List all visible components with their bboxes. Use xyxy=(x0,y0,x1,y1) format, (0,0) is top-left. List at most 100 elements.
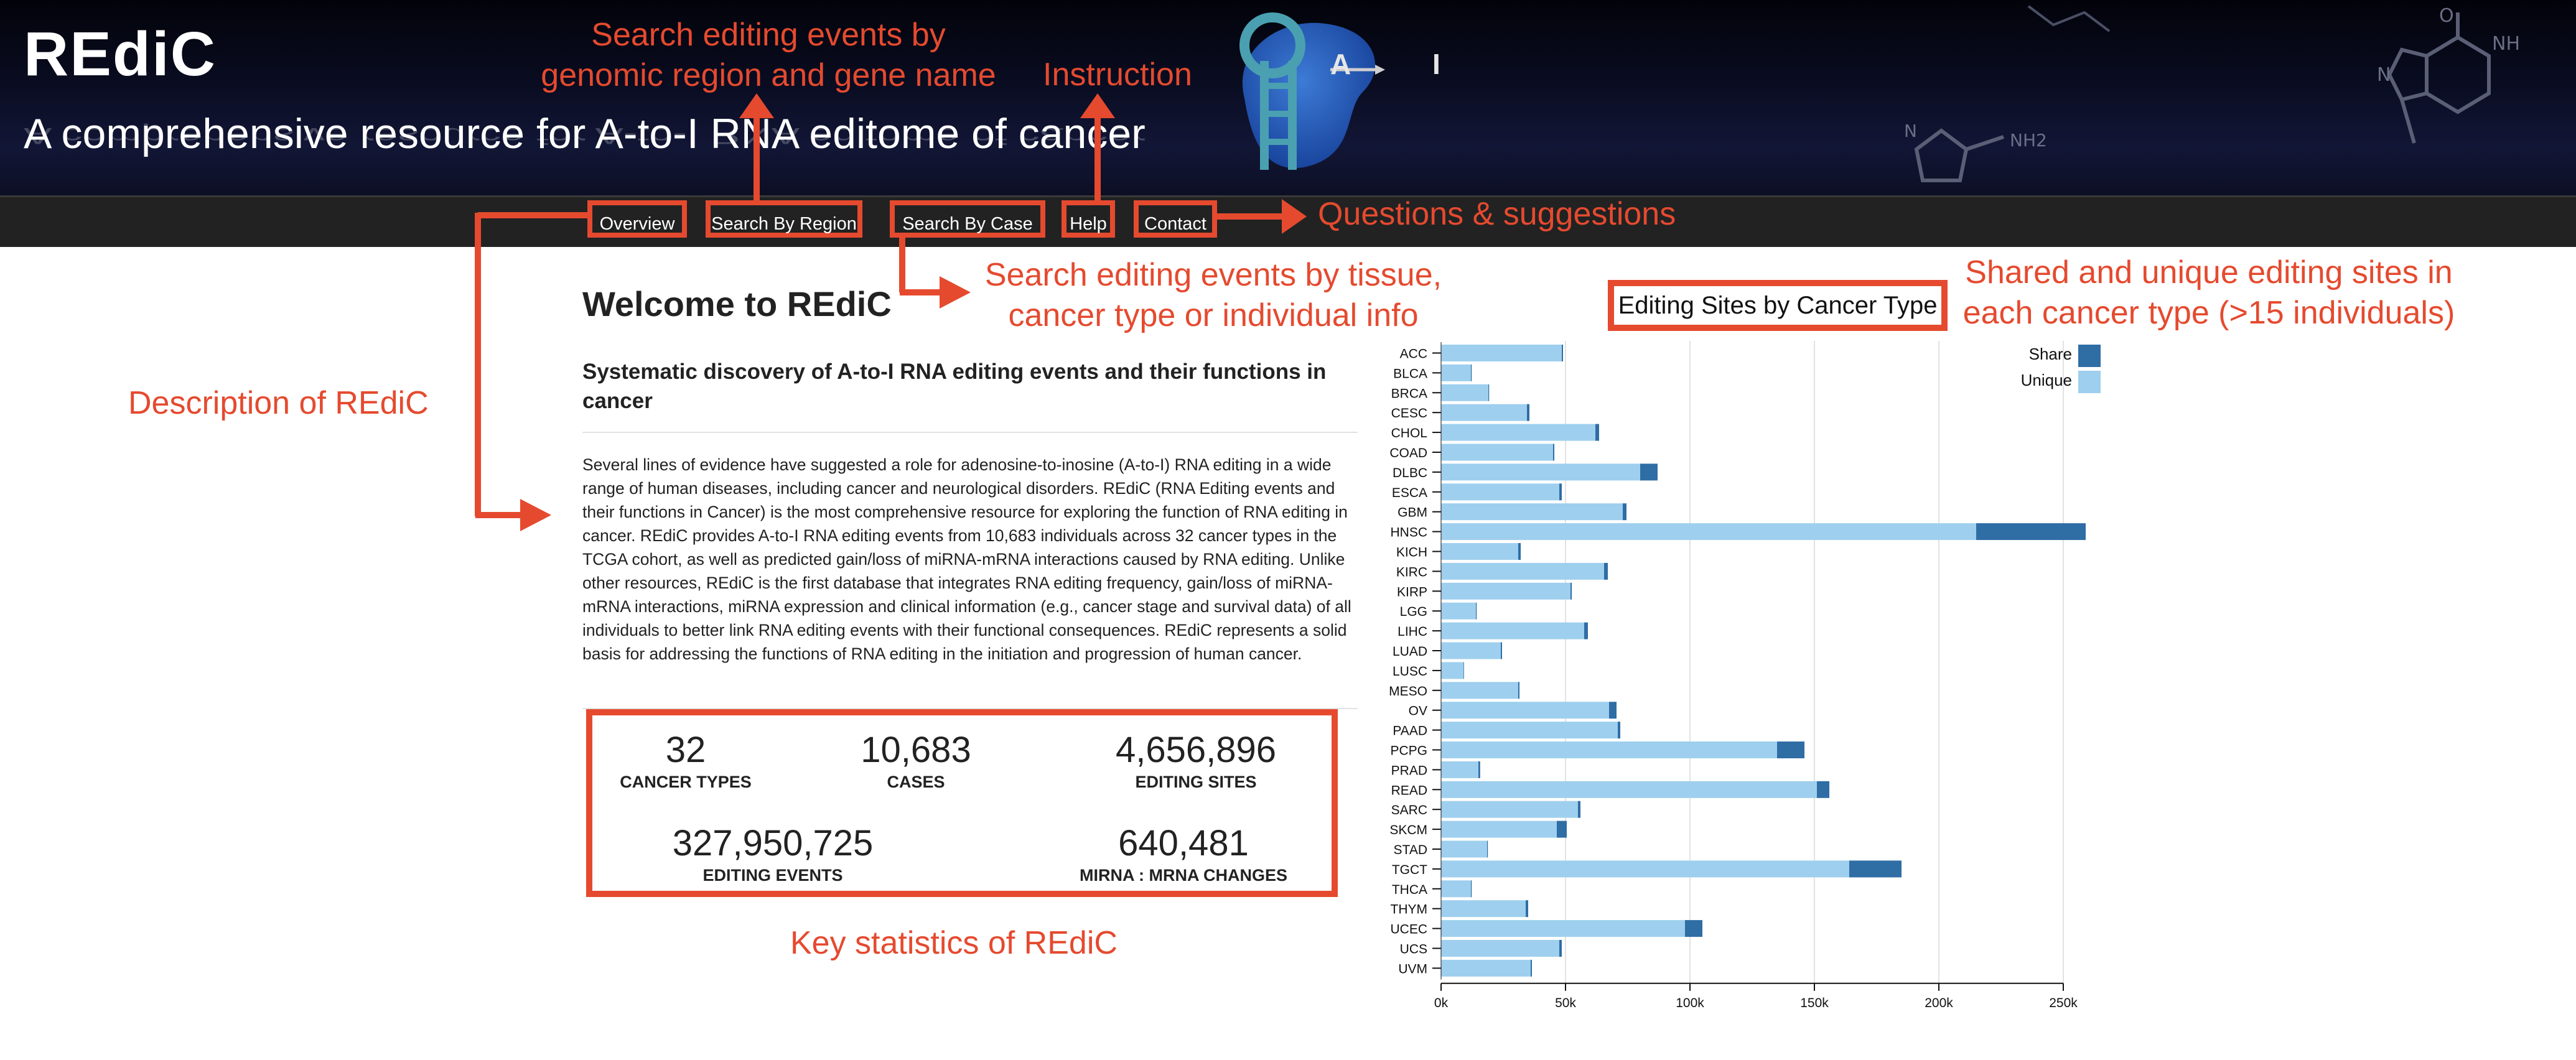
bar-unique[interactable] xyxy=(1441,662,1463,679)
bar-share[interactable] xyxy=(1849,860,1902,878)
bar-unique[interactable] xyxy=(1441,880,1471,898)
bar-share[interactable] xyxy=(1559,483,1562,501)
bar-share[interactable] xyxy=(1518,543,1521,560)
bar-share[interactable] xyxy=(1584,622,1588,639)
nav-contact[interactable]: Contact xyxy=(1134,200,1217,238)
page-subtitle: Systematic discovery of A-to-I RNA editi… xyxy=(582,360,1327,414)
y-tick-label: READ xyxy=(1391,783,1427,797)
annotation-shared-unique: Shared and unique editing sites in each … xyxy=(1948,253,2470,333)
bar-unique[interactable] xyxy=(1441,900,1526,918)
bar-unique[interactable] xyxy=(1441,602,1476,620)
site-logo[interactable]: REdiC xyxy=(24,19,217,89)
bar-unique[interactable] xyxy=(1441,622,1584,639)
y-tick-label: UCEC xyxy=(1390,923,1427,937)
bar-share[interactable] xyxy=(1559,940,1562,957)
bar-share[interactable] xyxy=(1578,801,1580,818)
bar-unique[interactable] xyxy=(1441,543,1518,560)
bar-unique[interactable] xyxy=(1441,682,1518,699)
divider xyxy=(582,432,1358,433)
bar-unique[interactable] xyxy=(1441,840,1487,858)
bar-share[interactable] xyxy=(1478,761,1480,778)
bar-share[interactable] xyxy=(1463,662,1464,679)
bar-share[interactable] xyxy=(1526,900,1528,918)
bar-share[interactable] xyxy=(1618,722,1620,739)
bar-unique[interactable] xyxy=(1441,444,1553,461)
site-header: O NH N NH2 N A I REdiC A comprehensive r… xyxy=(0,0,2576,195)
bar-share[interactable] xyxy=(1487,840,1488,858)
svg-text:NH: NH xyxy=(2492,33,2520,55)
bar-unique[interactable] xyxy=(1441,702,1609,719)
bar-unique[interactable] xyxy=(1441,582,1570,600)
bar-share[interactable] xyxy=(1595,424,1599,441)
legend-swatch xyxy=(2078,345,2101,367)
nav-search-by-region[interactable]: Search By Region xyxy=(706,200,862,238)
y-tick-label: PAAD xyxy=(1393,724,1427,738)
bar-share[interactable] xyxy=(1570,582,1572,600)
y-tick-label: THCA xyxy=(1392,883,1427,897)
bar-unique[interactable] xyxy=(1441,761,1478,778)
bar-unique[interactable] xyxy=(1441,722,1618,739)
bar-unique[interactable] xyxy=(1441,821,1557,838)
y-tick-label: BRCA xyxy=(1391,386,1427,401)
bar-unique[interactable] xyxy=(1441,364,1471,381)
bar-unique[interactable] xyxy=(1441,483,1559,501)
bar-unique[interactable] xyxy=(1441,959,1531,977)
stat-cancer-types-label: CANCER TYPES xyxy=(620,773,752,791)
bar-unique[interactable] xyxy=(1441,860,1849,878)
annotation-search-case-line1: Search editing events by tissue, xyxy=(984,257,1442,293)
bar-unique[interactable] xyxy=(1441,424,1595,441)
bar-share[interactable] xyxy=(1976,523,2086,541)
bar-unique[interactable] xyxy=(1441,404,1527,421)
chart-title: Editing Sites by Cancer Type xyxy=(1608,280,1948,331)
bar-share[interactable] xyxy=(1553,444,1554,461)
bar-share[interactable] xyxy=(1476,602,1477,620)
nav-help[interactable]: Help xyxy=(1062,200,1115,238)
molecule-fragment-icon: NH2 N xyxy=(1904,121,2047,182)
page-title: Welcome to REdiC xyxy=(582,284,892,323)
bar-share[interactable] xyxy=(1518,682,1519,699)
bar-share[interactable] xyxy=(1471,880,1472,898)
nav-overview[interactable]: Overview xyxy=(587,200,687,238)
y-tick-label: MESO xyxy=(1389,684,1427,699)
x-tick-label: 0k xyxy=(1434,996,1449,1010)
bar-share[interactable] xyxy=(1777,742,1804,758)
bar-unique[interactable] xyxy=(1441,463,1640,481)
bar-unique[interactable] xyxy=(1441,562,1604,580)
ladder-mascot-icon xyxy=(1239,12,1385,170)
bar-share[interactable] xyxy=(1471,364,1472,381)
bar-share[interactable] xyxy=(1640,463,1658,481)
svg-text:N: N xyxy=(2377,64,2391,86)
bar-share[interactable] xyxy=(1685,920,1702,937)
y-tick-label: LUAD xyxy=(1393,644,1427,659)
bar-unique[interactable] xyxy=(1441,384,1488,401)
y-tick-label: KIRP xyxy=(1397,585,1427,599)
bar-share[interactable] xyxy=(1501,642,1502,659)
bar-share[interactable] xyxy=(1488,384,1490,401)
bar-share[interactable] xyxy=(1623,503,1626,521)
annotation-key-stats: Key statistics of REdiC xyxy=(790,925,1118,961)
svg-text:N: N xyxy=(1904,121,1917,141)
bar-share[interactable] xyxy=(1527,404,1529,421)
bar-share[interactable] xyxy=(1604,562,1608,580)
bar-share[interactable] xyxy=(1557,821,1567,838)
nav-search-by-case[interactable]: Search By Case xyxy=(890,200,1045,238)
bar-unique[interactable] xyxy=(1441,345,1562,361)
bar-unique[interactable] xyxy=(1441,920,1685,937)
annotation-search-region: Search editing events by genomic region … xyxy=(485,15,1052,96)
bar-unique[interactable] xyxy=(1441,801,1578,818)
y-tick-label: THYM xyxy=(1391,903,1428,917)
bar-share[interactable] xyxy=(1531,959,1532,977)
annotation-description: Description of REdiC xyxy=(128,385,429,421)
bar-unique[interactable] xyxy=(1441,642,1501,659)
annotation-contact: Questions & suggestions xyxy=(1318,196,1676,232)
bar-unique[interactable] xyxy=(1441,503,1623,521)
bar-unique[interactable] xyxy=(1441,742,1777,758)
bar-share[interactable] xyxy=(1609,702,1617,719)
bar-share[interactable] xyxy=(1817,781,1829,798)
y-tick-label: ESCA xyxy=(1392,486,1427,500)
bar-share[interactable] xyxy=(1562,345,1563,361)
bar-unique[interactable] xyxy=(1441,523,1976,541)
bar-unique[interactable] xyxy=(1441,940,1559,957)
y-tick-label: KIRC xyxy=(1396,565,1427,579)
bar-unique[interactable] xyxy=(1441,781,1817,798)
